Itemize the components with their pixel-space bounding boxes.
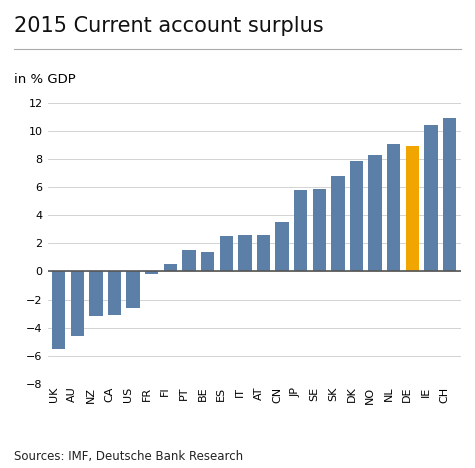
Bar	[443, 118, 456, 271]
Bar	[219, 236, 233, 271]
Bar	[201, 252, 214, 271]
Bar	[276, 222, 289, 271]
Bar	[256, 235, 270, 271]
Text: 30: 30	[420, 15, 447, 34]
Text: 2015 Current account surplus: 2015 Current account surplus	[14, 16, 324, 37]
Bar	[387, 144, 400, 271]
Bar	[71, 271, 84, 336]
Bar	[313, 189, 326, 271]
Bar	[294, 190, 307, 271]
Bar	[424, 125, 437, 271]
Bar	[126, 271, 140, 308]
Bar	[350, 161, 363, 271]
Bar	[52, 271, 66, 349]
Text: Sources: IMF, Deutsche Bank Research: Sources: IMF, Deutsche Bank Research	[14, 450, 243, 463]
Bar	[238, 235, 252, 271]
Text: in % GDP: in % GDP	[14, 73, 76, 86]
Bar	[164, 264, 177, 271]
Bar	[89, 271, 103, 316]
Bar	[369, 155, 382, 271]
Bar	[145, 271, 159, 274]
Bar	[406, 146, 419, 271]
Bar	[182, 250, 196, 271]
Bar	[331, 176, 344, 271]
Bar	[108, 271, 121, 315]
